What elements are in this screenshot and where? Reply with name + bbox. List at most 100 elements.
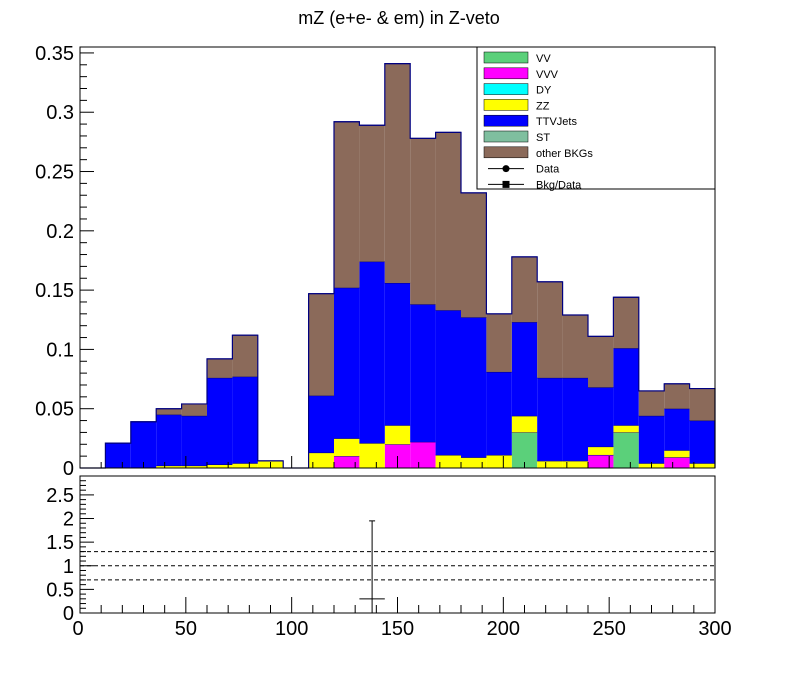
legend-label: ZZ	[536, 100, 550, 112]
legend-swatch-other-bkgs	[483, 146, 529, 159]
bar-other-bkgs-3	[156, 408, 182, 415]
y-tick-label: 0.25	[35, 162, 74, 184]
y-tick-label: 0.1	[46, 339, 74, 361]
bar-ttvjets-1	[105, 443, 131, 468]
x-tick-label: 250	[592, 618, 625, 640]
x-tick-label: 100	[275, 618, 308, 640]
legend-swatch-st	[483, 130, 529, 143]
bar-other-bkgs-18	[537, 281, 563, 378]
bar-other-bkgs-20	[588, 336, 614, 388]
x-axis: 0 50 100 150 200 250 300	[72, 597, 732, 640]
bar-other-bkgs-19	[562, 315, 588, 378]
reference-lines	[80, 551, 715, 581]
legend-marker-circle	[502, 165, 510, 173]
legend-label: Bkg/Data	[536, 179, 582, 191]
chart-title: mZ (e+e- & em) in Z-veto	[298, 8, 500, 28]
y-tick-label: 0.05	[35, 399, 74, 421]
bar-ttvjets-2	[130, 421, 157, 468]
bar-zz-20	[588, 446, 614, 455]
ratio-y-tick-label: 0.5	[46, 579, 74, 601]
legend-label: other BKGs	[536, 148, 593, 160]
bar-vvv-10	[334, 456, 360, 468]
bar-ttvjets-18	[537, 377, 563, 461]
y-tick-label: 0.2	[46, 221, 74, 243]
ratio-y-tick-label: 1.5	[46, 532, 74, 554]
bar-ttvjets-12	[384, 282, 411, 426]
legend-swatch-vv	[483, 51, 529, 64]
bar-other-bkgs-4	[181, 403, 207, 416]
y-tick-label: 0	[63, 458, 74, 480]
bar-zz-16	[486, 454, 512, 468]
bar-zz-4	[181, 465, 207, 468]
bar-ttvjets-21	[613, 348, 639, 426]
legend-swatch-dy	[483, 83, 529, 95]
bar-other-bkgs-21	[613, 297, 639, 349]
bar-other-bkgs-22	[638, 390, 665, 416]
bar-other-bkgs-13	[410, 138, 436, 305]
bar-ttvjets-9	[308, 395, 334, 453]
bar-zz-14	[435, 454, 461, 468]
total-stack-outline	[80, 63, 716, 469]
bar-other-bkgs-11	[359, 125, 385, 262]
bar-ttvjets-14	[435, 310, 461, 455]
x-tick-label: 50	[175, 618, 197, 640]
bar-ttvjets-10	[334, 287, 360, 439]
y-axis: 0 0.05 0.1 0.15 0.2 0.25 0.3 0.35	[35, 43, 94, 480]
x-tick-label: 200	[487, 618, 520, 640]
bar-ttvjets-15	[461, 317, 487, 458]
bar-vvv-23	[664, 457, 690, 468]
ratio-y-tick-label: 0	[63, 603, 74, 625]
legend-swatch-vvv	[483, 67, 529, 80]
y-tick-label: 0.15	[35, 280, 74, 302]
bar-ttvjets-11	[359, 261, 385, 444]
bar-other-bkgs-9	[308, 293, 334, 396]
bar-zz-24	[689, 463, 715, 468]
bar-zz-9	[308, 452, 334, 468]
bar-zz-18	[537, 460, 563, 468]
ratio-y-tick-label: 1	[63, 556, 74, 578]
legend-swatch-zz	[483, 99, 529, 111]
legend-label: ST	[536, 132, 550, 144]
bar-ttvjets-16	[486, 371, 512, 455]
bar-other-bkgs-14	[435, 132, 461, 311]
bar-other-bkgs-17	[511, 256, 538, 323]
bar-ttvjets-23	[664, 408, 690, 451]
bar-vvv-20	[588, 454, 614, 468]
bar-ttvjets-19	[562, 377, 588, 461]
bar-other-bkgs-6	[232, 335, 258, 377]
ratio-y-tick-label: 2.5	[46, 485, 74, 507]
bar-ttvjets-6	[232, 376, 258, 464]
bar-zz-11	[359, 443, 385, 468]
bar-zz-10	[334, 438, 360, 457]
bar-vvv-13	[410, 441, 436, 468]
bar-zz-17	[511, 415, 538, 433]
bar-other-bkgs-24	[689, 388, 715, 421]
bar-other-bkgs-23	[664, 383, 690, 409]
main-plot: 0 0.05 0.1 0.15 0.2 0.25 0.3 0.35	[35, 43, 716, 480]
bar-ttvjets-5	[207, 377, 233, 465]
bar-ttvjets-24	[689, 420, 715, 464]
bar-zz-23	[664, 450, 690, 458]
x-tick-label: 300	[698, 618, 731, 640]
bar-ttvjets-17	[511, 322, 538, 416]
bar-other-bkgs-15	[461, 192, 487, 318]
bar-zz-6	[232, 463, 258, 468]
bar-ttvjets-13	[410, 304, 436, 442]
legend-swatch-ttvjets	[483, 114, 529, 127]
bar-zz-15	[461, 457, 487, 468]
ratio-points	[359, 520, 385, 613]
legend-label: VV	[536, 53, 551, 65]
bar-ttvjets-3	[156, 414, 182, 466]
x-tick-label: 0	[72, 618, 83, 640]
ratio-y-axis: 00.511.522.5	[46, 475, 94, 625]
bar-other-bkgs-5	[207, 358, 233, 378]
bar-other-bkgs-12	[384, 63, 411, 283]
legend-label: DY	[536, 85, 552, 97]
y-tick-label: 0.3	[46, 102, 74, 124]
bar-zz-19	[562, 460, 588, 468]
legend-label: VVV	[536, 69, 559, 81]
bar-other-bkgs-16	[486, 313, 512, 372]
legend-label: Data	[536, 164, 560, 176]
ratio-y-tick-label: 2	[63, 509, 74, 531]
